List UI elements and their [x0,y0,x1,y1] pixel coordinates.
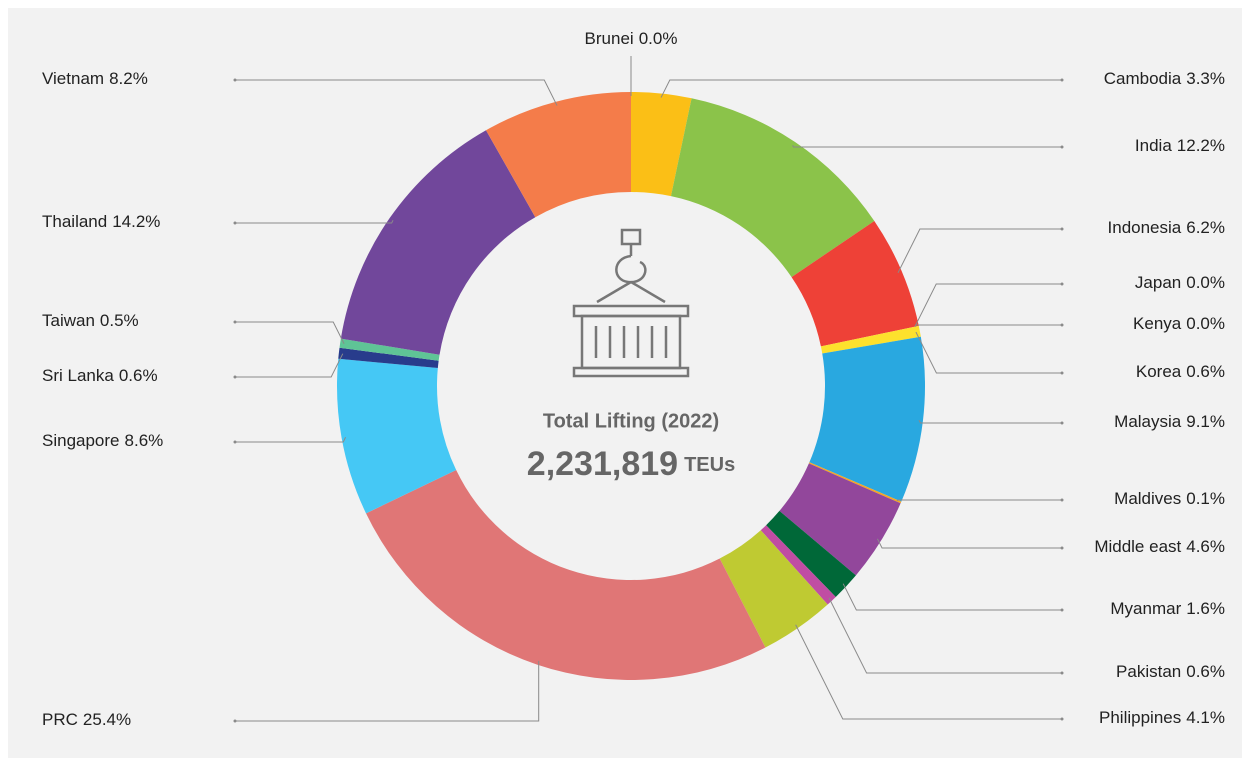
category-name: Philippines [1099,708,1181,727]
donut-slice [486,92,631,218]
data-label: Indonesia 6.2% [1108,218,1225,237]
category-name: Maldives [1114,489,1181,508]
leader-line [795,624,1062,720]
data-label: Japan 0.0% [1135,273,1225,292]
value-label: 9.1% [1186,412,1225,431]
value-label: 8.2% [109,69,148,88]
data-label: Brunei 0.0% [585,29,678,48]
value-label: 4.1% [1186,708,1225,727]
data-label: Sri Lanka 0.6% [42,366,158,385]
leader-line [235,321,345,344]
leader-line [235,437,347,443]
data-label: Pakistan 0.6% [1116,662,1225,681]
value-label: 4.6% [1186,537,1225,556]
center-total-line: 2,231,819 TEUs [527,445,735,483]
leader-line [914,283,1062,327]
donut-slice [337,358,457,514]
category-name: Japan [1135,273,1181,292]
data-label: Cambodia 3.3% [1104,69,1225,88]
data-label: Myanmar 1.6% [1110,599,1225,618]
data-label: Malaysia 9.1% [1114,412,1225,431]
center-title: Total Lifting (2022) [543,410,719,432]
donut-slice [809,336,925,502]
value-label: 0.0% [1186,273,1225,292]
leader-line [828,597,1062,674]
leader-line [235,79,558,106]
value-label: 0.6% [1186,662,1225,681]
value-label: 1.6% [1186,599,1225,618]
data-label: Vietnam 8.2% [42,69,148,88]
value-label: 0.1% [1186,489,1225,508]
data-label: Singapore 8.6% [42,431,163,450]
leader-line [897,228,1062,274]
leader-line [877,538,1062,549]
data-label: Kenya 0.0% [1133,314,1225,333]
donut [337,92,925,680]
donut-slice [338,347,439,369]
data-label: Taiwan 0.5% [42,311,139,330]
donut-slice [631,92,692,197]
value-label: 0.6% [119,366,158,385]
leader-line [896,499,1062,502]
category-name: Malaysia [1114,412,1182,431]
data-label: Philippines 4.1% [1099,708,1225,727]
category-name: Myanmar [1110,599,1181,618]
value-label: 14.2% [112,212,160,231]
value-label: 8.6% [125,431,164,450]
value-label: 25.4% [83,710,131,729]
donut-slice [670,98,875,278]
data-label: Middle east 4.6% [1094,537,1225,556]
donut-slice [808,462,902,504]
data-label: Korea 0.6% [1136,362,1225,381]
leader-line [914,324,1062,327]
category-name: Pakistan [1116,662,1181,681]
donut-slice [779,463,901,576]
category-name: Vietnam [42,69,104,88]
donut-slice [366,470,766,680]
value-label: 0.0% [639,29,678,48]
leader-line [235,219,394,224]
value-label: 3.3% [1186,69,1225,88]
leader-line [792,144,1062,148]
donut-slice [820,325,921,354]
data-label: PRC 25.4% [42,710,131,729]
crane-icon [572,228,690,378]
category-name: Thailand [42,212,107,231]
category-name: Korea [1136,362,1182,381]
category-name: Middle east [1094,537,1181,556]
leader-line [235,353,344,378]
category-name: Sri Lanka [42,366,114,385]
center-total: 2,231,819 [527,445,678,483]
category-name: Kenya [1133,314,1182,333]
donut-slice [760,525,836,605]
leader-line [915,331,1062,374]
leader-line [660,79,1062,98]
category-name: India [1135,136,1172,155]
leader-line [842,583,1062,611]
leader-line [235,660,540,722]
category-name: Singapore [42,431,120,450]
donut-slice [791,220,919,347]
leader-lines [233,56,1064,723]
data-label: Thailand 14.2% [42,212,160,231]
value-label: 0.6% [1186,362,1225,381]
data-label: India 12.2% [1135,136,1225,155]
category-name: Indonesia [1108,218,1182,237]
data-label: Maldives 0.1% [1114,489,1225,508]
category-name: PRC [42,710,78,729]
category-name: Brunei [585,29,634,48]
category-name: Taiwan [42,311,95,330]
category-name: Cambodia [1104,69,1182,88]
value-label: 0.5% [100,311,139,330]
center-unit: TEUs [684,454,735,476]
value-label: 6.2% [1186,218,1225,237]
value-label: 12.2% [1177,136,1225,155]
donut-slice [719,530,828,648]
leader-line [918,419,1062,424]
value-label: 0.0% [1186,314,1225,333]
donut-slice [340,130,536,355]
donut-slice [339,338,440,361]
donut-slice [766,510,856,597]
